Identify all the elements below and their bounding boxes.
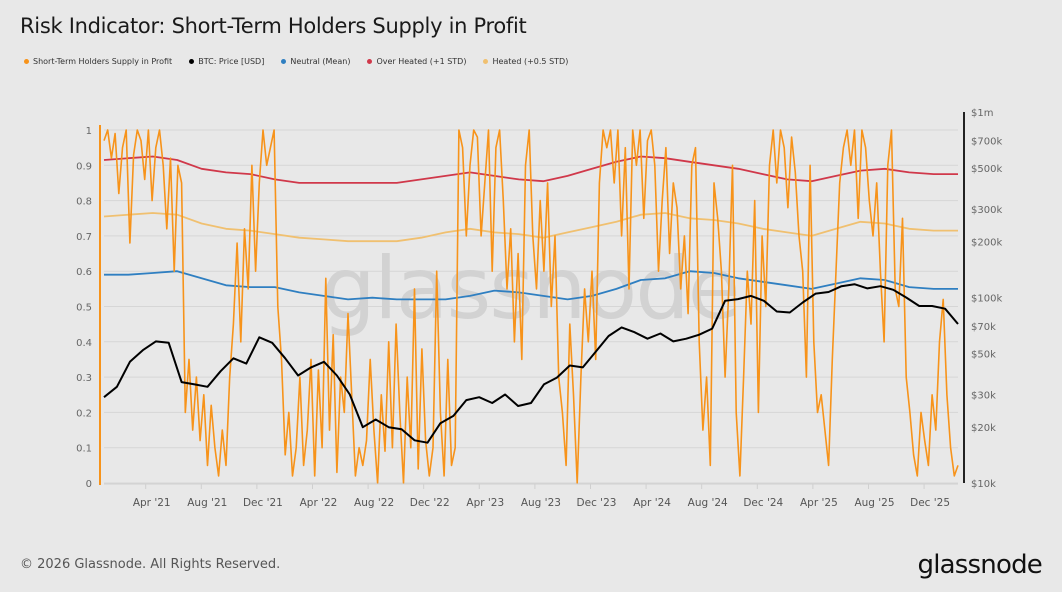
x-tick-label: Dec '21 [243, 497, 283, 509]
y-right-tick-label: $200k [971, 238, 1002, 249]
x-tick-label: Aug '24 [688, 497, 728, 509]
x-tick-label: Apr '22 [300, 497, 338, 509]
y-left-tick-label: 0 [86, 479, 92, 490]
legend-item-btc-price[interactable]: BTC: Price [USD] [189, 57, 264, 66]
y-right-tick-label: $30k [971, 390, 996, 401]
x-tick-label: Dec '22 [410, 497, 450, 509]
y-left-tick-label: 0.1 [76, 444, 92, 455]
y-left-tick-label: 0.5 [76, 303, 92, 314]
legend-dot-icon [189, 59, 195, 64]
legend-dot-icon [483, 59, 489, 64]
legend-label: Heated (+0.5 STD) [492, 57, 569, 66]
legend-item-sth-supply[interactable]: Short-Term Holders Supply in Profit [24, 57, 172, 66]
brand-logo: glassnode [917, 550, 1043, 580]
y-left-tick-label: 0.9 [76, 161, 92, 172]
x-tick-label: Aug '21 [187, 497, 227, 509]
legend-dot-icon [24, 59, 29, 64]
y-right-tick-label: $10k [971, 479, 996, 490]
legend-label: Over Heated (+1 STD) [376, 57, 467, 66]
y-left-tick-label: 0.6 [76, 267, 92, 278]
y-right-tick-label: $300k [971, 205, 1002, 216]
copyright-text: © 2026 Glassnode. All Rights Reserved. [20, 557, 281, 572]
x-tick-label: Dec '24 [743, 497, 783, 509]
legend-item-heated[interactable]: Heated (+0.5 STD) [483, 57, 568, 66]
y-left-tick-label: 0.3 [76, 373, 92, 384]
y-left-tick-label: 0.7 [76, 232, 92, 243]
chart-title: Risk Indicator: Short-Term Holders Suppl… [20, 14, 527, 38]
y-right-tick-label: $100k [971, 294, 1002, 305]
series-line-btc-price-usd- [103, 283, 959, 444]
series-line-short-term-holders-supply-in-profit [103, 129, 959, 484]
legend-item-over-heated[interactable]: Over Heated (+1 STD) [367, 57, 466, 66]
x-tick-label: Aug '23 [521, 497, 561, 509]
y-left-tick-label: 0.2 [76, 408, 92, 419]
y-right-tick-label: $20k [971, 423, 996, 434]
y-right-tick-label: $1m [971, 108, 993, 119]
x-tick-label: Apr '21 [133, 497, 171, 509]
legend-dot-icon [281, 59, 287, 64]
y-left-tick-label: 0.4 [76, 338, 92, 349]
legend-dot-icon [367, 59, 373, 64]
series-line-heated-0-5-std- [103, 212, 958, 243]
series-line-neutral-mean- [104, 270, 958, 301]
y-right-tick-label: $70k [971, 322, 996, 333]
y-left-tick-label: 1 [86, 126, 92, 137]
chart-legend: Short-Term Holders Supply in Profit BTC:… [24, 57, 585, 66]
x-tick-label: Aug '22 [354, 497, 394, 509]
legend-label: Neutral (Mean) [290, 57, 351, 66]
watermark: glassnode [321, 239, 738, 339]
x-tick-label: Apr '24 [633, 497, 671, 509]
legend-item-neutral[interactable]: Neutral (Mean) [281, 57, 350, 66]
x-tick-label: Apr '23 [466, 497, 504, 509]
legend-label: BTC: Price [USD] [198, 57, 265, 66]
x-tick-label: Dec '25 [910, 497, 950, 509]
y-left-tick-label: 0.8 [76, 197, 92, 208]
x-tick-label: Apr '25 [800, 497, 838, 509]
x-tick-label: Dec '23 [577, 497, 617, 509]
legend-label: Short-Term Holders Supply in Profit [33, 57, 173, 66]
y-right-tick-label: $700k [971, 137, 1002, 148]
x-tick-label: Aug '25 [854, 497, 894, 509]
series-group [103, 129, 959, 484]
axes-group: 0 0.1 0.2 0.3 0.4 0.5 0.6 0.7 0.8 0.9 1 Apr '21 Aug … [76, 108, 1002, 509]
y-right-tick-label: $50k [971, 349, 996, 360]
y-right-tick-label: $500k [971, 164, 1002, 175]
